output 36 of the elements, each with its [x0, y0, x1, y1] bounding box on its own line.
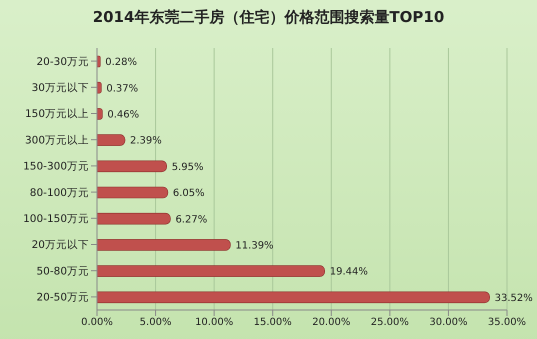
x-tick-label: 0.00%: [81, 317, 113, 328]
data-label: 2.39%: [130, 136, 162, 147]
y-tick-label: 50-80万元: [36, 265, 89, 278]
chart-title: 2014年东莞二手房（住宅）价格范围搜索量TOP10: [92, 7, 446, 28]
x-tick-label: 5.00%: [140, 317, 172, 328]
x-tick-label: 15.00%: [254, 317, 292, 328]
data-label: 6.27%: [175, 214, 208, 226]
y-tick-label: 100-150万元: [23, 213, 89, 226]
y-tick-label: 30万元以下: [32, 81, 89, 94]
data-label: 0.28%: [105, 57, 138, 68]
data-label: 11.39%: [235, 240, 274, 252]
data-label: 0.46%: [107, 109, 140, 120]
x-tick-label: 20.00%: [312, 317, 350, 328]
bar: [97, 265, 326, 277]
bar: [97, 292, 490, 304]
x-tick-label: 25.00%: [370, 317, 409, 328]
x-tick-label: 10.00%: [195, 317, 234, 328]
data-label: 19.44%: [330, 266, 368, 278]
x-tick-label: 35.00%: [488, 317, 526, 328]
data-label: 6.05%: [172, 188, 205, 200]
y-tick-label: 80-100万元: [30, 186, 89, 199]
y-tick-label: 150-300万元: [23, 160, 89, 173]
bar: [97, 134, 126, 146]
bar: [97, 160, 167, 172]
bar: [97, 212, 171, 224]
data-label: 33.52%: [494, 292, 533, 304]
data-label: 0.37%: [106, 83, 138, 94]
y-tick-label: 150万元以上: [24, 107, 89, 120]
bar: [97, 186, 168, 198]
y-tick-label: 20万元以下: [32, 238, 89, 252]
y-tick-label: 20-50万元: [36, 292, 89, 304]
x-tick-label: 30.00%: [429, 317, 468, 328]
bar: [97, 239, 231, 251]
y-tick-label: 20-30万元: [36, 56, 89, 68]
data-label: 5.95%: [172, 162, 204, 173]
y-tick-label: 300万元以上: [24, 133, 89, 146]
